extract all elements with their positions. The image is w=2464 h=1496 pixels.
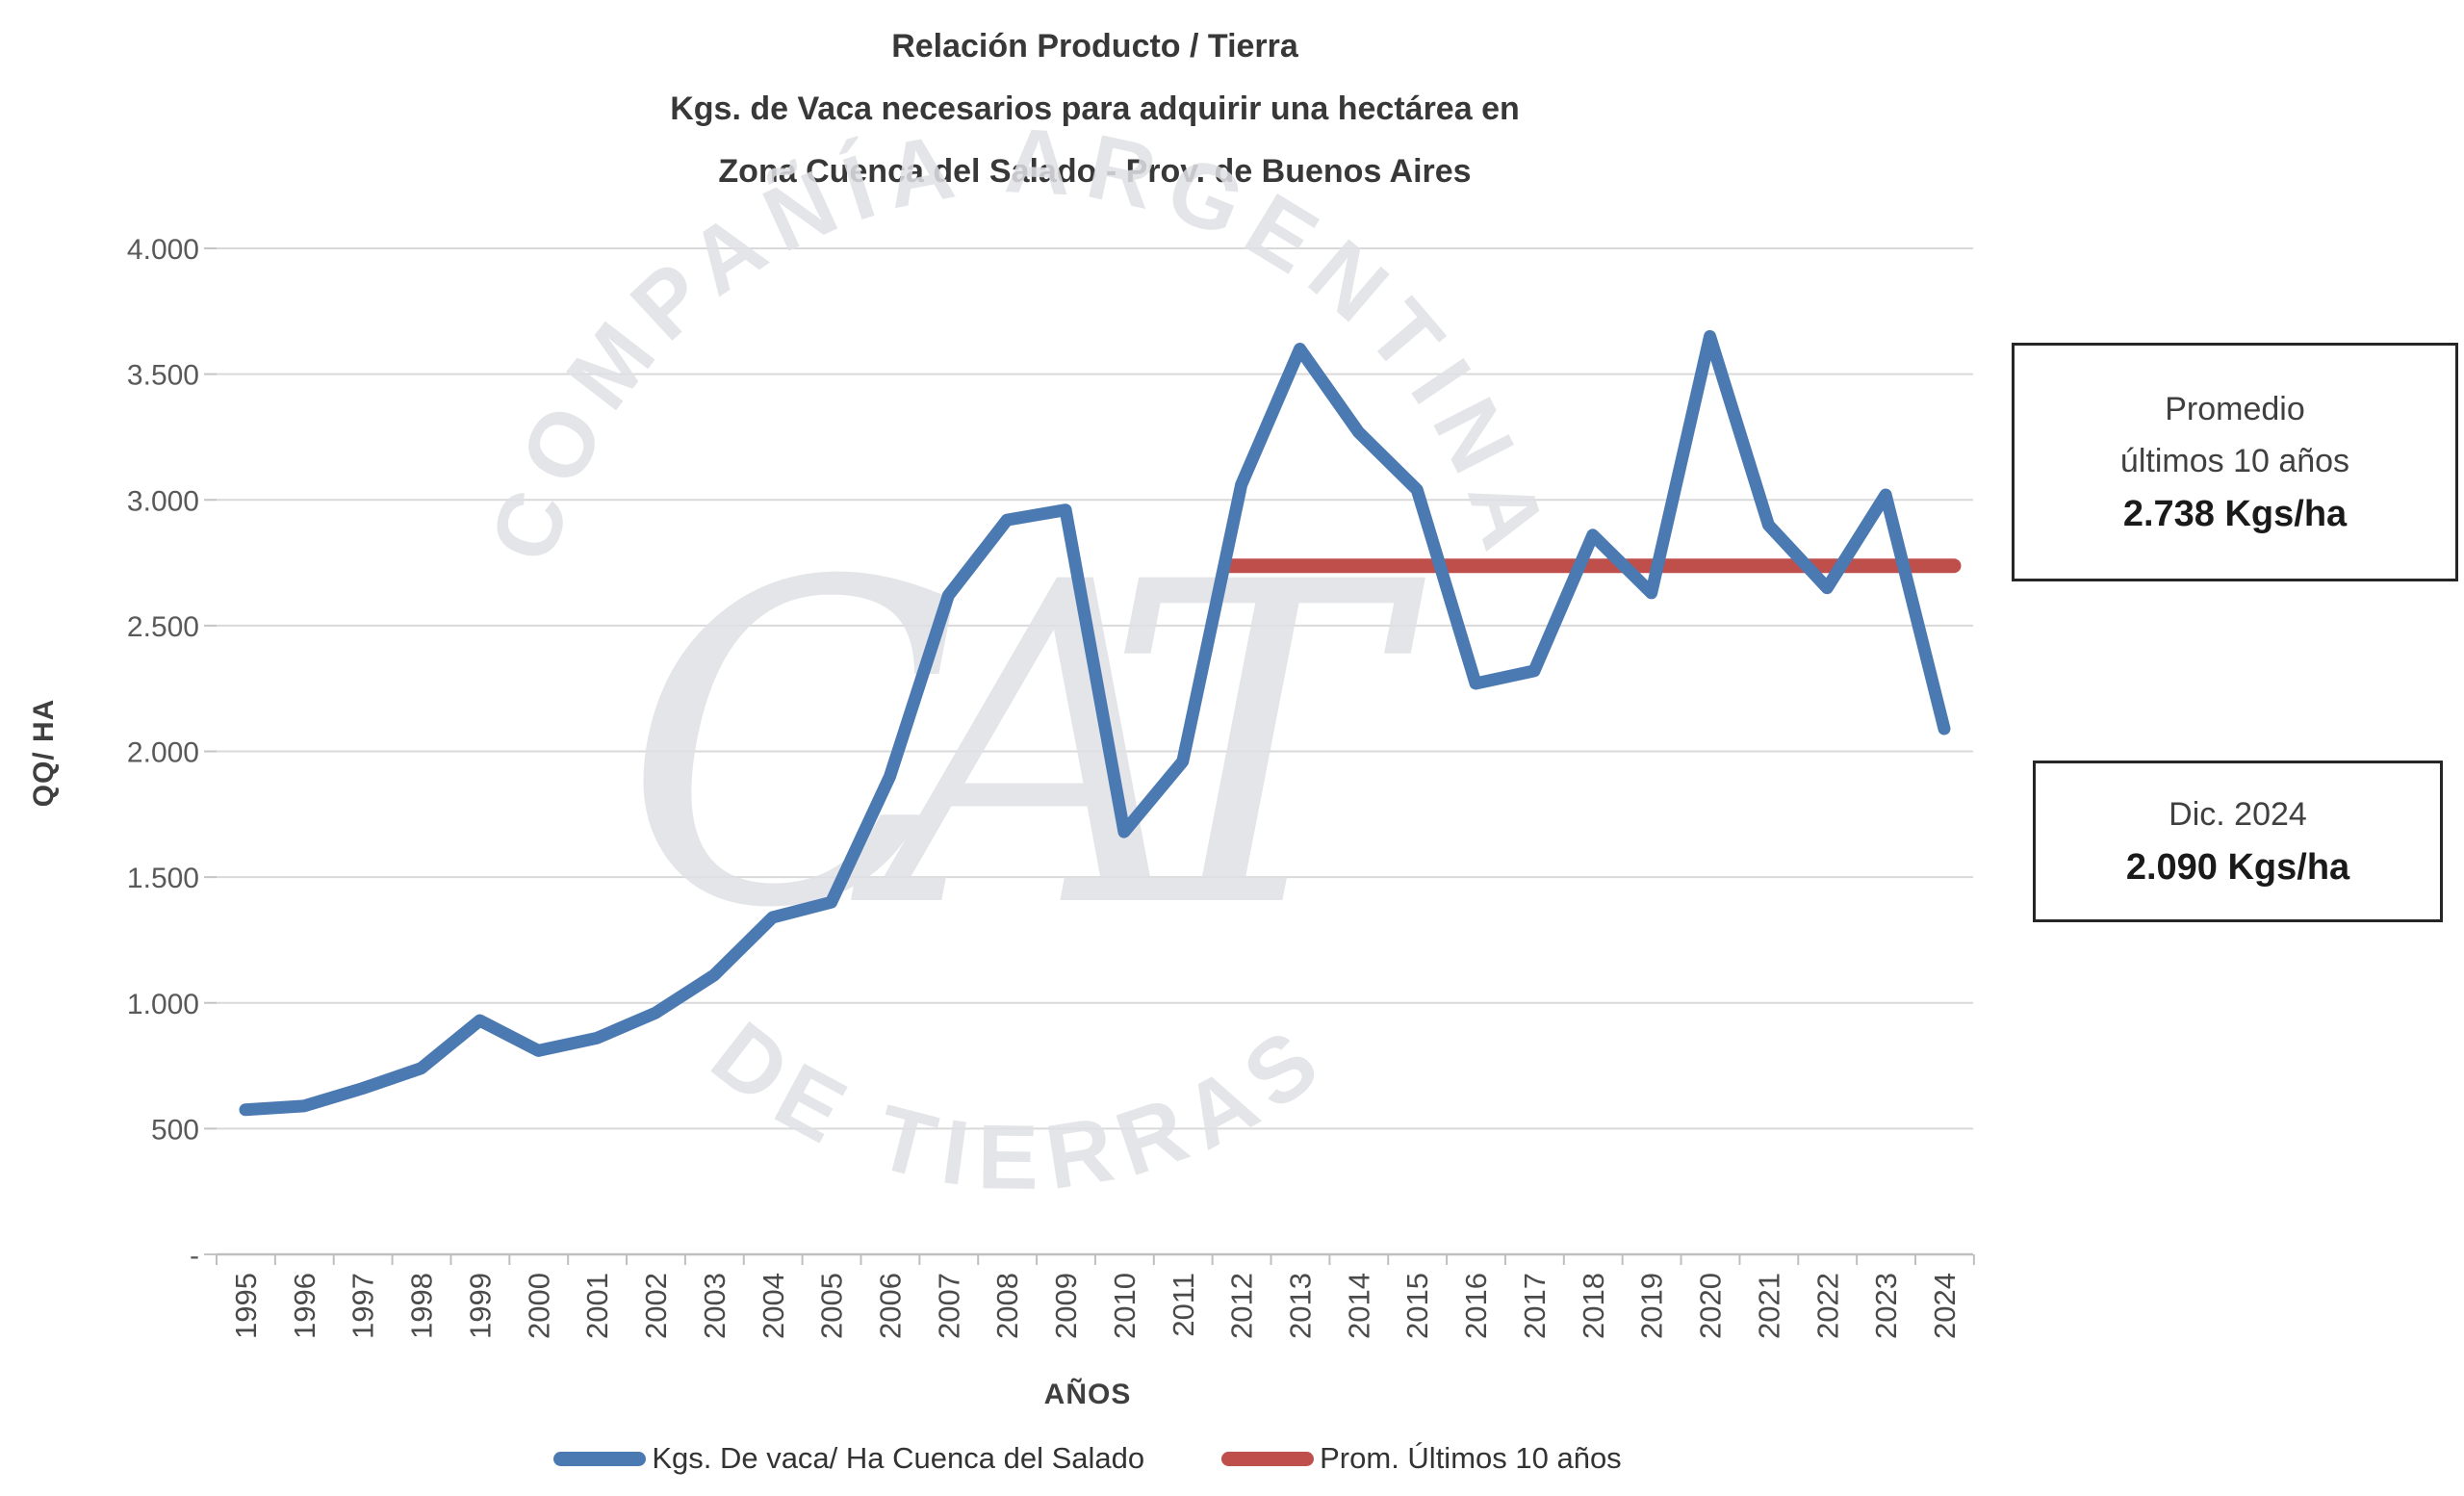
x-tick-label-1998: 1998 — [405, 1273, 439, 1339]
x-tick-label-2013: 2013 — [1284, 1273, 1318, 1339]
x-tick-label-2016: 2016 — [1459, 1273, 1493, 1339]
promedio-box-line2: últimos 10 años — [2119, 443, 2350, 479]
x-tick-label-2021: 2021 — [1752, 1273, 1785, 1339]
y-tick-label-1000: 1.000 — [127, 989, 199, 1020]
x-tick-label-2011: 2011 — [1167, 1273, 1200, 1337]
x-tick-label-2022: 2022 — [1810, 1273, 1844, 1339]
x-tick-label-1996: 1996 — [288, 1273, 321, 1339]
y-tick-label-500: 500 — [151, 1114, 199, 1146]
promedio-box: Promedio últimos 10 años 2.738 Kgs/ha — [2012, 343, 2458, 581]
dic-2024-box-value: 2.090 Kgs/ha — [2125, 847, 2350, 888]
dic-2024-box: Dic. 2024 2.090 Kgs/ha — [2033, 761, 2443, 922]
x-tick-label-2008: 2008 — [990, 1273, 1024, 1339]
y-tick-label-4000: 4.000 — [127, 234, 199, 266]
x-axis-title: AÑOS — [1043, 1379, 1132, 1410]
chart-title-line1: Relación Producto / Tierra — [891, 28, 1298, 64]
promedio-box-value: 2.738 Kgs/ha — [2122, 494, 2348, 534]
x-tick-label-2000: 2000 — [522, 1273, 555, 1339]
promedio-box-line1: Promedio — [2165, 391, 2305, 427]
chart-title: Relación Producto / Tierra Kgs. de Vaca … — [217, 15, 1973, 203]
gridlines — [204, 247, 1973, 1255]
x-tick-label-1997: 1997 — [346, 1273, 380, 1339]
x-tick-label-2009: 2009 — [1049, 1273, 1083, 1339]
kgs-vaca-line-series — [239, 329, 1951, 1117]
y-tick-label-1500: 1.500 — [127, 863, 199, 894]
x-tick-label-2003: 2003 — [698, 1273, 732, 1339]
legend-label-kgs-vaca: Kgs. De vaca/ Ha Cuenca del Salado — [652, 1441, 1145, 1475]
x-tick-label-2002: 2002 — [639, 1273, 673, 1339]
x-tick-label-2023: 2023 — [1869, 1273, 1903, 1339]
legend-item-promedio: Prom. Últimos 10 años — [1221, 1441, 1622, 1476]
watermark-arc-bottom-text: DE TIERRAS — [693, 1003, 1347, 1210]
x-tick-label-2017: 2017 — [1518, 1273, 1552, 1339]
chart-title-line3: Zona Cuenca del Salado - Prov. de Buenos… — [718, 153, 1472, 190]
x-tick-label-1995: 1995 — [229, 1273, 263, 1339]
legend-item-kgs-vaca: Kgs. De vaca/ Ha Cuenca del Salado — [553, 1441, 1144, 1476]
legend-swatch-red-line — [1221, 1451, 1315, 1466]
x-tick-label-2019: 2019 — [1635, 1273, 1669, 1339]
x-tick-label-2014: 2014 — [1342, 1273, 1375, 1339]
chart-title-line2: Kgs. de Vaca necesarios para adquirir un… — [670, 90, 1520, 127]
x-tick-label-2012: 2012 — [1225, 1273, 1259, 1339]
x-tick-label-2015: 2015 — [1400, 1273, 1434, 1339]
y-tick-label-2500: 2.500 — [127, 611, 199, 643]
x-tick-label-2004: 2004 — [757, 1273, 790, 1339]
dic-2024-box-line1: Dic. 2024 — [2169, 796, 2307, 833]
x-tick-label-2005: 2005 — [815, 1273, 849, 1339]
x-tick-label-2006: 2006 — [873, 1273, 907, 1339]
legend-label-promedio: Prom. Últimos 10 años — [1320, 1441, 1622, 1475]
y-tick-label-3500: 3.500 — [127, 360, 199, 392]
x-axis — [216, 1252, 1975, 1265]
x-tick-label-2020: 2020 — [1694, 1273, 1728, 1339]
legend-swatch-blue-line — [553, 1451, 647, 1466]
y-tick-label-2000: 2.000 — [127, 737, 199, 769]
x-tick-label-1999: 1999 — [463, 1273, 497, 1339]
axis-tick-labels: - 500 1.000 1.500 2.000 2.500 3.000 3.500 4.000 1… — [127, 234, 1962, 1339]
x-tick-label-2024: 2024 — [1928, 1273, 1962, 1339]
data-series — [239, 329, 1962, 1117]
y-tick-label-0: - — [190, 1240, 199, 1272]
x-tick-label-2001: 2001 — [580, 1273, 614, 1339]
x-tick-label-2010: 2010 — [1108, 1273, 1142, 1339]
chart-legend: Kgs. De vaca/ Ha Cuenca del Salado Prom.… — [217, 1434, 1959, 1483]
x-tick-label-2018: 2018 — [1577, 1273, 1610, 1339]
y-tick-label-3000: 3.000 — [127, 485, 199, 517]
x-tick-label-2007: 2007 — [932, 1273, 965, 1339]
watermark: COMPAÑÍA ARGENTINA DE TIERRAS CAT — [472, 110, 1555, 1210]
